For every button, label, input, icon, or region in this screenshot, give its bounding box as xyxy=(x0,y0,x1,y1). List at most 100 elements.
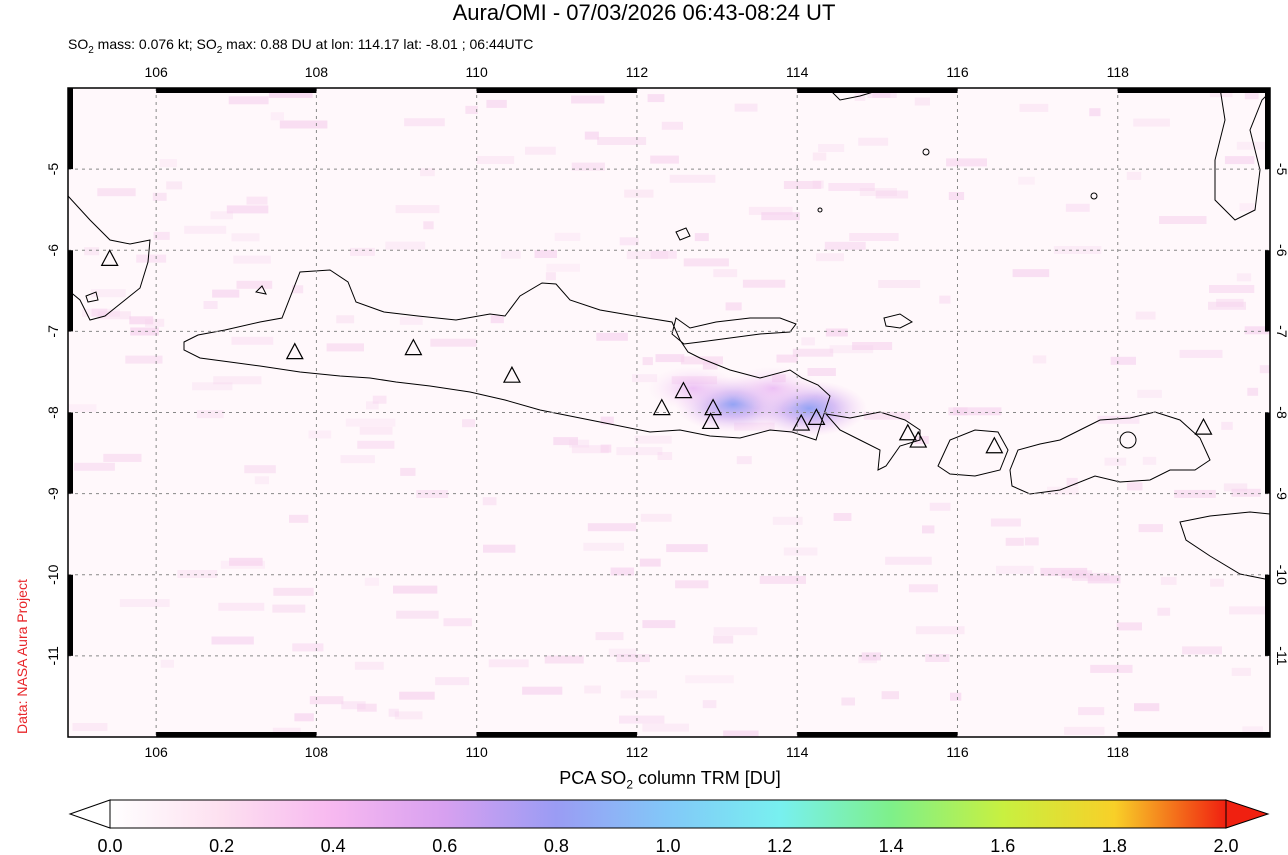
lat-tick-label: -5 xyxy=(1274,163,1288,176)
noise-pixel xyxy=(272,727,301,736)
noise-pixel xyxy=(713,635,734,644)
so2-plume xyxy=(647,366,739,411)
colorbar-tick-label: 0.0 xyxy=(97,836,122,855)
noise-pixel xyxy=(212,289,240,298)
noise-pixel xyxy=(213,376,262,385)
noise-pixel xyxy=(1160,576,1177,585)
noise-pixel xyxy=(953,407,1002,416)
noise-pixel xyxy=(1208,301,1246,310)
noise-pixel xyxy=(996,565,1034,574)
noise-pixel xyxy=(783,181,822,189)
noise-pixel xyxy=(534,250,557,258)
volcano-markers xyxy=(100,249,1213,454)
noise-pixel xyxy=(553,437,578,446)
lon-axis-top: 106 108 110 112 114 116 118 xyxy=(144,64,1129,80)
lat-tick-label: -9 xyxy=(1274,487,1288,500)
noise-pixel xyxy=(404,118,445,127)
noise-pixel xyxy=(915,626,965,635)
noise-pixel xyxy=(626,251,669,260)
noise-pixel xyxy=(818,144,845,152)
noise-pixel xyxy=(218,602,265,611)
sumatra-coast xyxy=(68,195,151,321)
noise-pixel xyxy=(554,232,581,241)
noise-pixel xyxy=(184,225,227,234)
noise-pixel xyxy=(308,430,332,439)
noise-pixel xyxy=(583,542,624,551)
noise-pixel xyxy=(357,440,395,449)
noise-pixel xyxy=(1247,387,1259,396)
noise-pixel xyxy=(393,585,438,594)
noise-pixel xyxy=(97,311,131,320)
noise-pixel xyxy=(571,162,605,171)
noise-pixel xyxy=(878,280,921,288)
lon-tick-label: 110 xyxy=(466,744,489,760)
lat-tick-label: -11 xyxy=(45,646,61,665)
noise-pixel xyxy=(420,168,435,177)
colorbar-under-arrow xyxy=(68,799,111,829)
noise-pixel xyxy=(619,715,665,724)
noise-pixel xyxy=(152,192,167,201)
frame-bar xyxy=(797,88,958,93)
noise-pixel xyxy=(522,686,563,695)
noise-pixel xyxy=(734,103,758,112)
volcano-triangle-icon xyxy=(404,338,423,356)
noise-pixel xyxy=(694,233,709,242)
noise-pixel xyxy=(279,120,328,129)
noise-pixel xyxy=(268,89,313,98)
lon-tick-label: 112 xyxy=(626,64,649,80)
noise-pixel xyxy=(388,708,399,717)
noise-pixel xyxy=(858,655,877,664)
volcano-triangle-icon xyxy=(701,412,720,430)
noise-pixel xyxy=(1133,118,1170,127)
noise-pixel xyxy=(82,308,120,317)
frame-bar xyxy=(68,574,73,656)
noise-pixel xyxy=(759,575,806,584)
noise-pixel xyxy=(159,159,177,168)
noise-pixel xyxy=(160,659,174,668)
frame-bar xyxy=(156,732,317,737)
noise-pixel xyxy=(825,328,848,337)
noise-pixel xyxy=(399,691,435,700)
lat-tick-label: -7 xyxy=(45,325,61,338)
noise-pixel xyxy=(1229,606,1270,615)
frame-bar xyxy=(156,88,317,93)
noise-pixel xyxy=(1157,607,1171,616)
noise-pixel xyxy=(396,610,439,619)
volcano-triangle-icon xyxy=(792,413,811,431)
noise-pixel xyxy=(326,343,364,352)
noise-pixel xyxy=(867,90,897,98)
noise-pixel xyxy=(600,416,614,425)
noise-pixel xyxy=(742,279,786,288)
noise-pixel xyxy=(685,675,734,684)
noise-pixel xyxy=(632,374,658,383)
lon-tick-label: 116 xyxy=(946,744,969,760)
lon-tick-label: 108 xyxy=(305,64,329,80)
noise-pixel xyxy=(914,97,930,106)
colorbar-labels: 0.0 0.2 0.4 0.6 0.8 1.0 1.2 1.4 1.6 1.8 2.0 xyxy=(97,836,1238,855)
noise-pixel xyxy=(1018,176,1035,185)
noise-pixel xyxy=(761,212,800,221)
noise-pixel xyxy=(354,661,384,670)
noise-pixel xyxy=(639,558,661,567)
noise-pixel xyxy=(228,96,269,105)
noise-pixel xyxy=(569,439,590,448)
lon-axis-bottom: 106 108 110 112 114 116 118 xyxy=(144,744,1129,760)
lon-tick-label: 112 xyxy=(626,744,649,760)
noise-pixel xyxy=(816,253,844,262)
colorbar-tick-label: 0.8 xyxy=(544,836,569,855)
volcano-triangle-icon xyxy=(807,408,826,425)
noise-pixel xyxy=(702,700,717,709)
noise-pixel xyxy=(666,544,708,553)
volcano-triangle-icon xyxy=(285,342,304,360)
noise-pixel xyxy=(655,354,685,363)
noise-pixel xyxy=(713,627,758,636)
colorbar-tick-label: 0.6 xyxy=(432,836,457,855)
lat-tick-label: -6 xyxy=(45,244,61,257)
frame-bar xyxy=(1117,732,1270,737)
noise-pixel xyxy=(1224,156,1255,165)
noise-pixel xyxy=(435,677,470,686)
noise-pixel xyxy=(624,189,654,198)
noise-pixel xyxy=(852,342,893,350)
noise-pixel xyxy=(488,659,529,668)
noise-pixel xyxy=(675,580,709,589)
